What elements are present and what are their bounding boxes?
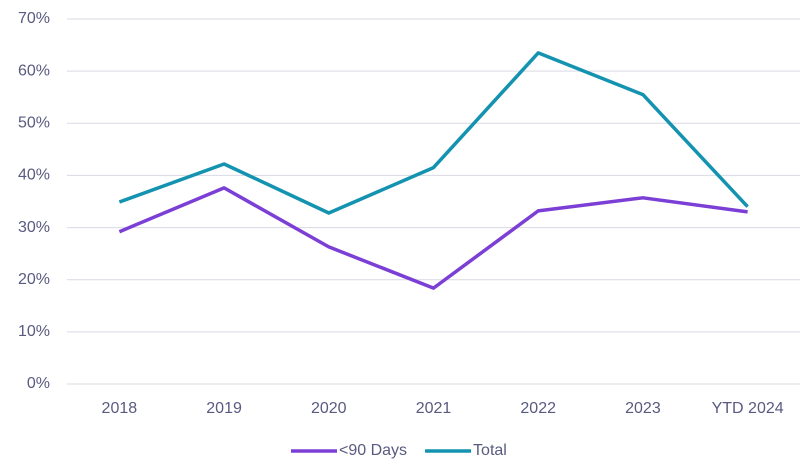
series-line — [118, 186, 748, 290]
y-tick-label: 70% — [18, 10, 50, 27]
x-tick-label: 2022 — [520, 400, 556, 417]
y-tick-label: 50% — [18, 115, 50, 132]
y-tick-label: 0% — [27, 375, 50, 392]
y-tick-label: 20% — [18, 271, 50, 288]
legend-label: <90 Days — [339, 442, 407, 459]
x-tick-label: YTD 2024 — [712, 400, 784, 417]
x-tick-label: 2020 — [311, 400, 347, 417]
series-line — [118, 51, 749, 215]
y-tick-label: 30% — [18, 219, 50, 236]
x-tick-label: 2018 — [102, 400, 138, 417]
y-tick-label: 40% — [18, 167, 50, 184]
x-tick-label: 2021 — [416, 400, 452, 417]
y-tick-label: 10% — [18, 323, 50, 340]
x-tick-label: 2019 — [206, 400, 242, 417]
x-tick-label: 2023 — [625, 400, 661, 417]
legend-label: Total — [473, 442, 507, 459]
y-tick-label: 60% — [18, 62, 50, 79]
